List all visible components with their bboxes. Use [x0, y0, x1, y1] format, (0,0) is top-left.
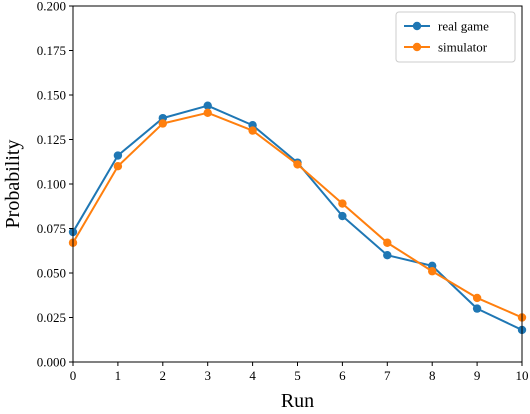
data-point-simulator — [338, 199, 347, 208]
x-tick-label: 0 — [70, 368, 77, 383]
x-axis-label: Run — [281, 390, 314, 412]
y-tick-label: 0.050 — [37, 266, 66, 281]
data-point-simulator — [248, 126, 257, 135]
legend-label-simulator: simulator — [438, 40, 488, 55]
y-tick-label: 0.200 — [37, 0, 66, 14]
data-point-real-game — [472, 304, 482, 313]
data-point-simulator — [203, 108, 212, 118]
y-axis-label: Probability — [2, 140, 24, 229]
x-axis: 0 1 2 3 4 5 6 7 8 9 10 — [70, 362, 529, 383]
y-tick-label: 0.150 — [37, 88, 66, 103]
y-tick-label: 0.175 — [37, 43, 66, 58]
series-line-real-game — [72, 104, 523, 331]
x-tick-label: 5 — [294, 368, 301, 383]
x-tick-label: 9 — [474, 368, 481, 383]
legend-box — [395, 11, 516, 63]
data-point-simulator — [472, 293, 482, 303]
x-tick-label: 4 — [249, 368, 256, 383]
x-tick-label: 7 — [384, 368, 391, 383]
data-point-simulator — [293, 160, 302, 169]
x-tick-label: 8 — [429, 368, 436, 383]
data-point-real-game — [338, 211, 347, 221]
y-tick-label: 0.075 — [37, 221, 66, 236]
y-axis: 0.000 0.025 0.050 0.075 0.100 0.125 0.150 0.175… — [37, 0, 73, 370]
x-tick-label: 3 — [204, 368, 211, 383]
y-tick-label: 0.100 — [37, 177, 66, 192]
x-tick-label: 10 — [516, 368, 529, 383]
legend-marker-real-game — [412, 21, 422, 31]
y-tick-label: 0.000 — [37, 355, 66, 370]
legend-label-real-game: real game — [438, 19, 489, 34]
data-point-simulator — [113, 162, 123, 171]
data-point-simulator — [428, 267, 437, 276]
legend-marker-simulator — [412, 42, 422, 52]
y-tick-label: 0.125 — [37, 132, 66, 147]
data-point-real-game — [383, 251, 392, 260]
data-point-simulator — [383, 238, 392, 247]
legend: real game simulator — [395, 11, 516, 63]
data-point-real-game — [113, 151, 123, 160]
plot-marks — [68, 101, 527, 335]
data-point-simulator — [158, 119, 167, 128]
x-tick-label: 2 — [160, 368, 167, 383]
y-tick-label: 0.025 — [37, 310, 66, 325]
x-tick-label: 6 — [339, 368, 346, 383]
data-point-real-game — [203, 101, 212, 110]
x-tick-label: 1 — [115, 368, 122, 383]
